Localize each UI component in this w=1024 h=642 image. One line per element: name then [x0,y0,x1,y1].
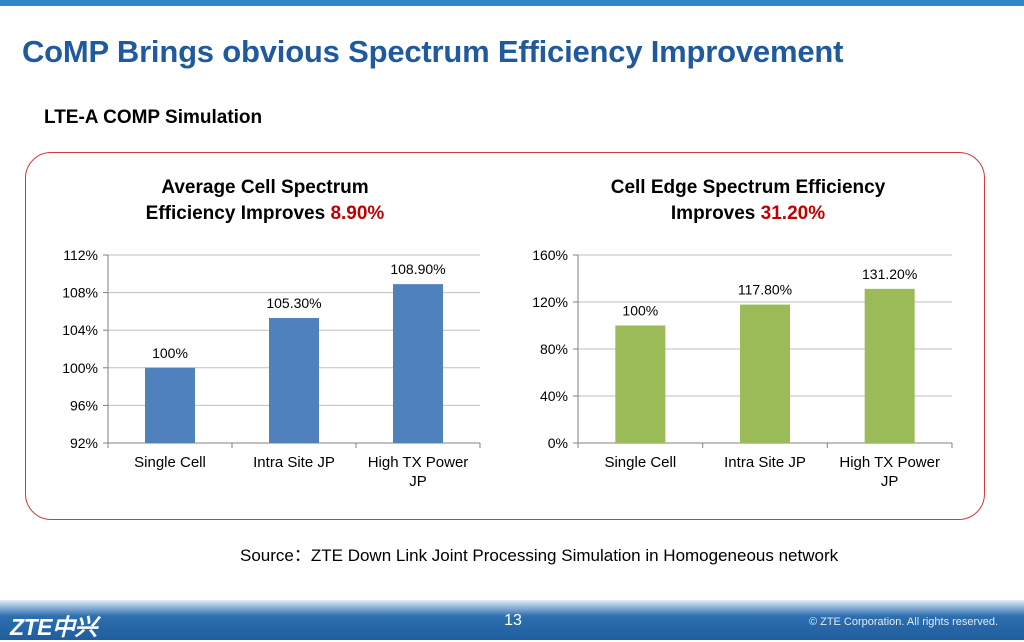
copyright-text: © ZTE Corporation. All rights reserved. [808,616,998,628]
chart2-data-label: 117.80% [738,282,792,298]
chart1-ytick-label: 108% [62,285,98,301]
chart2-title-line2: Improves [670,203,761,224]
chart1-ytick-label: 104% [62,322,98,338]
chart2-ytick-label: 0% [548,435,568,451]
chart2-title-line1: Cell Edge Spectrum Efficiency [610,177,886,198]
chart2-category-label: Intra Site JP [724,454,806,471]
zte-logo: ZTE中兴 [10,614,97,640]
chart1-title-line1: Average Cell Spectrum [161,177,369,198]
chart2-category-label: Single Cell [604,454,676,471]
chart1-bar [393,284,443,443]
chart1-ytick-label: 100% [62,360,98,376]
chart2-data-label: 131.20% [862,266,917,282]
chart1-title: Average Cell Spectrum Efficiency Improve… [80,175,450,227]
footer-bar: ZTE中兴 13 © ZTE Corporation. All rights r… [0,600,1024,640]
chart1-data-label: 108.90% [390,261,445,277]
slide-title: CoMP Brings obvious Spectrum Efficiency … [22,34,844,69]
chart2-category-label: JP [881,473,899,490]
chart2-bar [615,325,666,443]
chart2-ytick-label: 80% [540,341,568,357]
chart1-ytick-label: 96% [70,397,98,413]
charts-frame [25,152,985,520]
chart2-ytick-label: 160% [532,247,568,263]
chart1-title-line2: Efficiency Improves [145,203,331,224]
chart2-category-label: High TX Power [839,454,940,471]
chart1-category-label: High TX Power [368,454,469,471]
chart2-bar [740,304,790,443]
chart1-bar [269,317,319,443]
chart1-data-label: 105.30% [266,295,321,311]
chart1-category-label: Single Cell [134,454,206,471]
chart2-cell-edge-efficiency: 0% 40% 80% 120% 160% 100% Single Cell 117.80% In… [532,247,953,490]
chart1-average-cell-efficiency: 92% 96% 100% 104% 108% 112% 100% Single Cell 105… [62,247,481,490]
chart2-bar [864,288,915,443]
chart1-category-label: Intra Site JP [253,454,335,471]
top-accent-rule [0,0,1024,6]
chart2-ytick-label: 40% [540,388,568,404]
chart2-data-label: 100% [622,303,658,319]
chart1-bar [145,367,195,443]
slide-subtitle: LTE-A COMP Simulation [44,107,263,128]
source-note: Source：ZTE Down Link Joint Processing Si… [240,546,839,565]
page-number: 13 [504,612,522,629]
chart1-ytick-label: 112% [63,247,98,263]
chart1-data-label: 100% [152,345,188,361]
chart1-title-highlight: 8.90% [330,203,385,224]
chart1-category-label: JP [409,473,427,490]
chart1-ytick-label: 92% [70,435,98,451]
chart2-ytick-label: 120% [532,294,568,310]
chart2-title-highlight: 31.20% [760,203,826,224]
chart2-title: Cell Edge Spectrum Efficiency Improves 3… [548,175,948,227]
